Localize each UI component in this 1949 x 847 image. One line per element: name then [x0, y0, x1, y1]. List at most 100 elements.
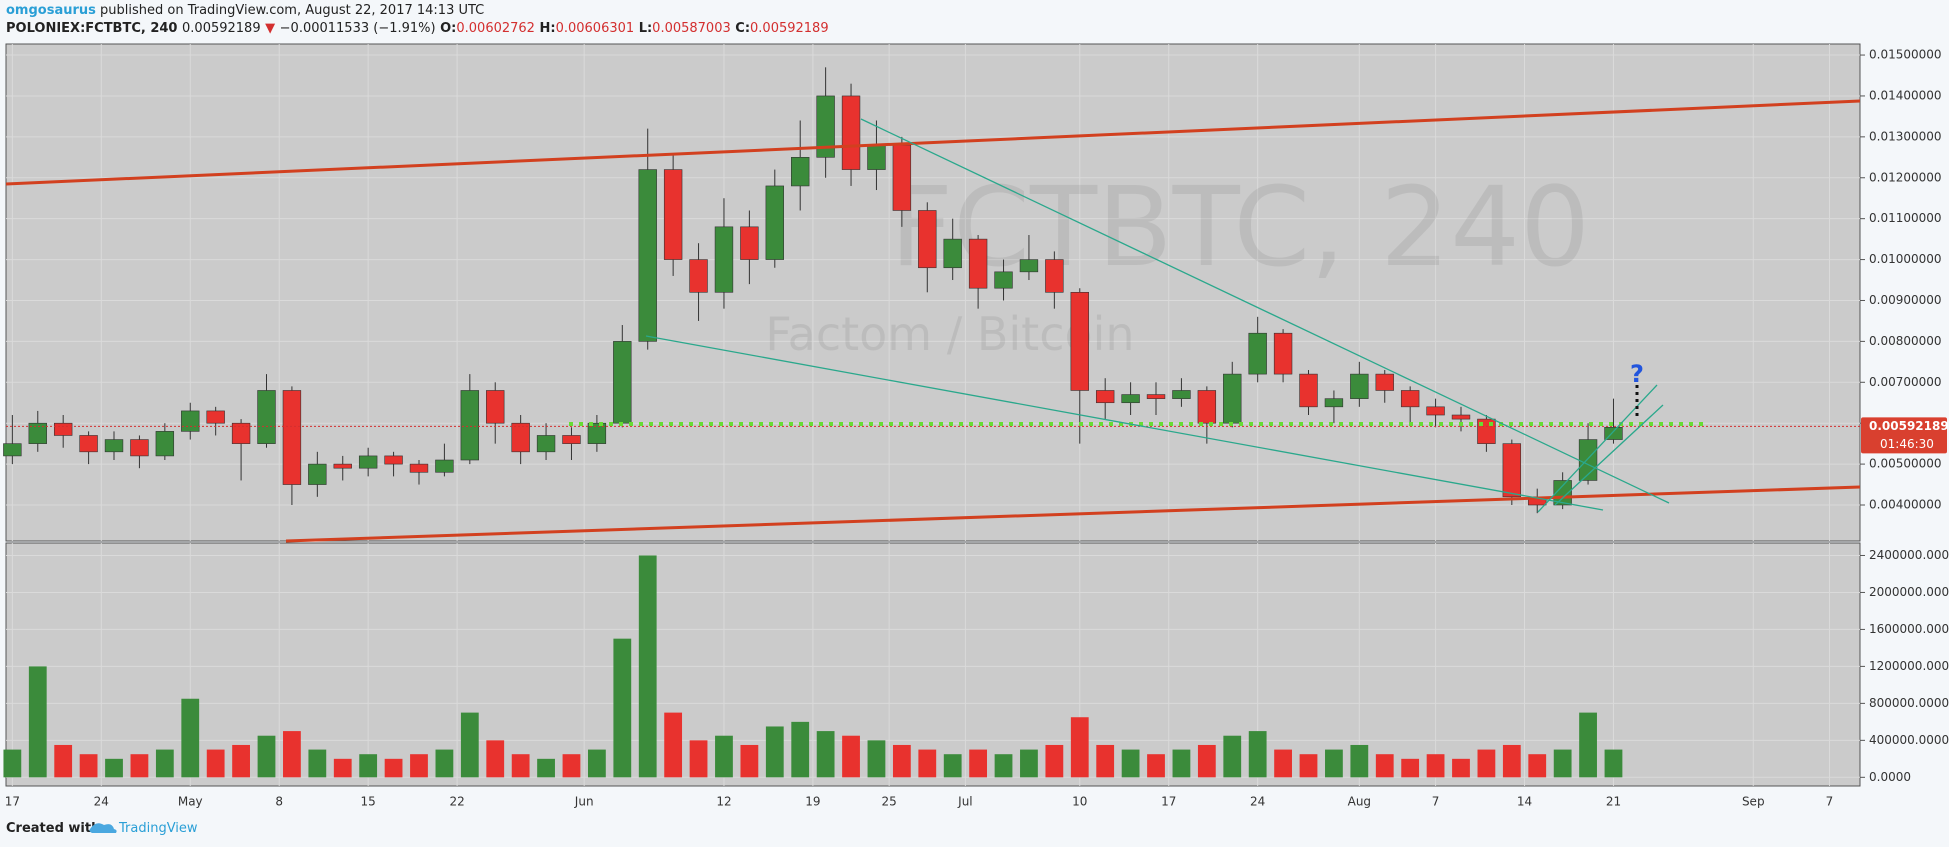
volume-bar [1477, 749, 1496, 778]
candle-body [740, 226, 759, 260]
y-tick-label: 0.01300000 [1869, 129, 1942, 143]
o-label: O: [440, 21, 456, 36]
candle-body [181, 410, 200, 432]
candle-body [155, 431, 175, 457]
x-tick-label: 19 [805, 795, 820, 809]
candle-body [3, 443, 22, 457]
volume-bar [384, 758, 403, 778]
footer-brand[interactable]: TradingView [118, 821, 198, 836]
candle-body [613, 341, 632, 424]
x-tick-label: Jun [574, 795, 594, 809]
annotation: ? [1630, 360, 1644, 388]
h-label: H: [539, 21, 555, 36]
y-tick-label: 0.01100000 [1869, 211, 1942, 225]
candle-body [435, 459, 454, 473]
price-pane [5, 43, 1861, 542]
candle-body [663, 169, 683, 260]
y-tick-label: 0.00500000 [1869, 457, 1942, 471]
logo [89, 823, 117, 833]
volume-bar [867, 740, 886, 778]
volume-bar [537, 758, 555, 778]
volume-bar [638, 555, 657, 778]
volume-bar [994, 754, 1013, 778]
volume-bar [1147, 754, 1165, 778]
volume-bar [918, 749, 937, 778]
trend-line [645, 335, 1604, 511]
x-tick-label: Aug [1348, 795, 1371, 809]
y-tick-label: 0.00900000 [1869, 293, 1942, 307]
candle-body [53, 422, 73, 436]
volume-bar [460, 712, 479, 778]
candle-body [892, 144, 912, 211]
candle-body [79, 435, 98, 453]
x-tick-label: Jul [957, 795, 972, 809]
volume-pane [5, 542, 1861, 787]
volume-tick-label: 1600000.0000 [1869, 622, 1949, 636]
candle-body [358, 455, 378, 469]
volume-bar [1401, 758, 1420, 778]
candle-body [384, 455, 403, 465]
candle-body [1299, 373, 1318, 408]
footer-created: Created with [6, 821, 100, 836]
volume-bar [587, 749, 606, 778]
h-value: 0.00606301 [556, 21, 635, 36]
volume-bar [79, 754, 98, 778]
volume-bar [562, 754, 581, 778]
volume-bar [181, 698, 200, 778]
volume-bar [664, 712, 683, 778]
x-tick-label: May [178, 795, 203, 809]
y-tick-label: 0.00800000 [1869, 334, 1942, 348]
candle-body [1070, 291, 1089, 391]
trend-line [1554, 404, 1664, 506]
candle-body [308, 463, 327, 485]
change: −0.00011533 (−1.91%) [280, 21, 436, 36]
published: published on TradingView.com, August 22,… [100, 3, 484, 18]
candle-body [1375, 373, 1394, 391]
candle-body [943, 238, 962, 269]
volume-bar [740, 744, 759, 778]
arrow: ▼ [265, 21, 275, 36]
trend-line [860, 118, 1670, 504]
volume-bar [3, 749, 22, 778]
volume-bar [130, 754, 149, 778]
candle-body [104, 439, 124, 453]
candle-body [638, 169, 657, 342]
candle-body [1197, 390, 1217, 424]
candle-body [918, 210, 937, 269]
volume-bar [1096, 744, 1115, 778]
volume-bar [613, 638, 632, 778]
candle-body [1400, 390, 1420, 408]
volume-bar [1223, 735, 1242, 778]
channel-top [5, 99, 1861, 186]
candle-body [841, 95, 861, 170]
candle-body [867, 144, 886, 170]
candle-body [1045, 259, 1064, 293]
x-tick-label: 24 [1250, 795, 1265, 809]
volume-bar [1375, 754, 1394, 778]
volume-bar [1020, 749, 1038, 778]
x-tick-label: 24 [94, 795, 109, 809]
candle-body [409, 463, 429, 473]
candle-body [1019, 259, 1039, 273]
volume-bar [715, 735, 733, 778]
x-tick-label: 15 [361, 795, 376, 809]
candle-body [1502, 443, 1522, 498]
author: omgosaurus [6, 3, 96, 18]
volume-bar [1325, 749, 1343, 778]
candle-body [587, 422, 607, 444]
last-price-label: 0.00592189 [1869, 419, 1949, 433]
volume-bar [28, 666, 47, 778]
candle-body [1223, 373, 1242, 424]
candle-body [282, 390, 302, 485]
volume-bar [1248, 731, 1267, 778]
candle-body [994, 271, 1013, 289]
volume-bar [257, 735, 276, 778]
candle-body [816, 95, 835, 158]
candle-body [765, 185, 784, 260]
volume-bar [892, 744, 911, 778]
volume-bar [1045, 744, 1064, 778]
candle-body [791, 157, 810, 187]
volume-bar [969, 749, 988, 778]
volume-bar [105, 758, 123, 778]
candle-body [1324, 398, 1344, 408]
